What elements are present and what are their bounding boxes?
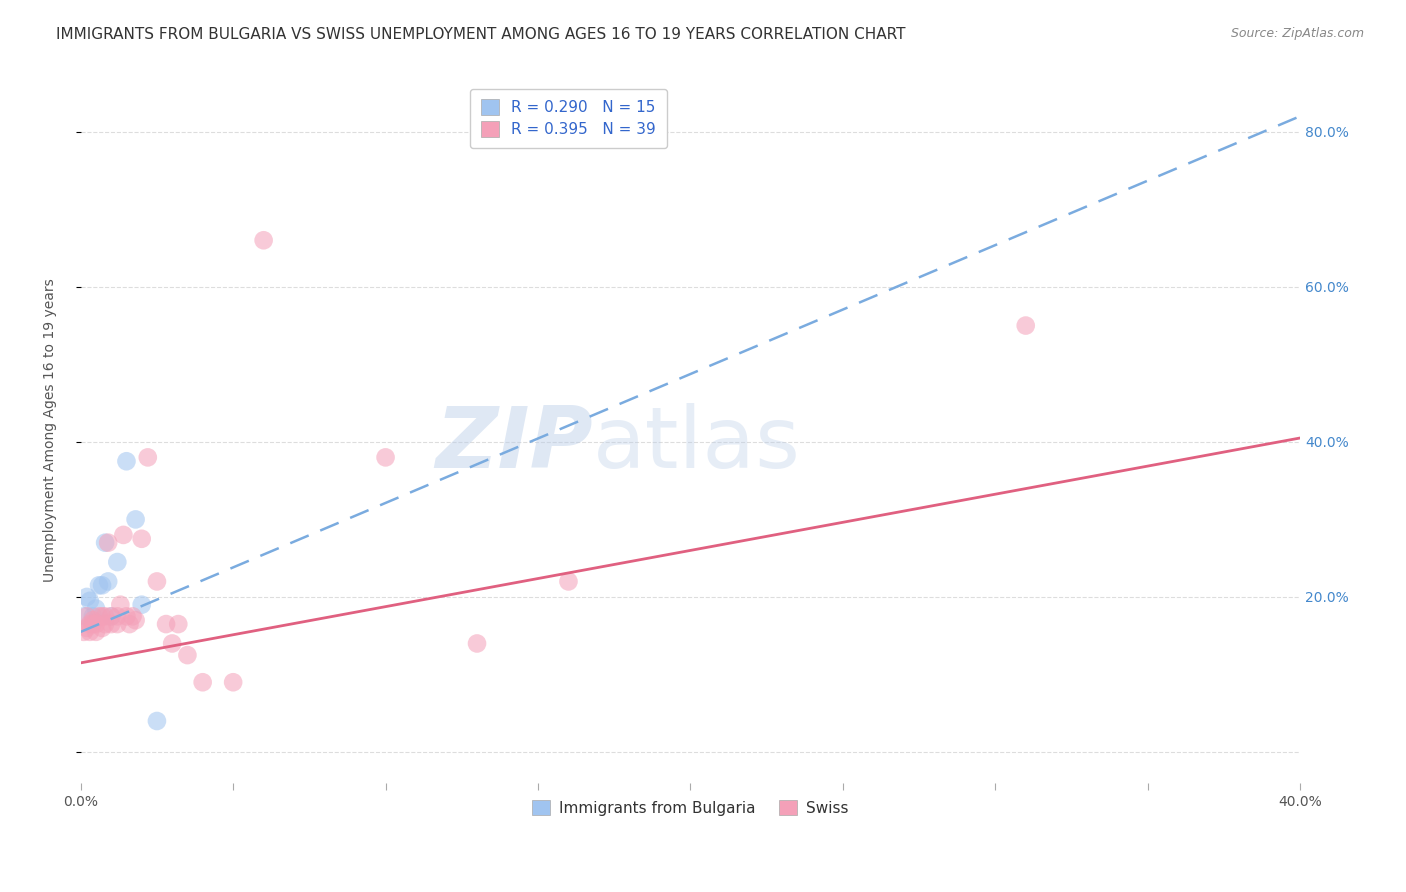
- Point: [155, 617, 177, 632]
- Point: [112, 528, 135, 542]
- Text: Source: ZipAtlas.com: Source: ZipAtlas.com: [1230, 27, 1364, 40]
- Point: [84, 624, 107, 639]
- Point: [253, 233, 276, 247]
- Point: [82, 617, 104, 632]
- Point: [76, 621, 98, 635]
- Point: [124, 613, 146, 627]
- Point: [222, 675, 245, 690]
- Point: [82, 613, 104, 627]
- Point: [118, 617, 141, 632]
- Point: [79, 617, 101, 632]
- Point: [115, 454, 138, 468]
- Point: [94, 609, 117, 624]
- Point: [105, 609, 128, 624]
- Legend: Immigrants from Bulgaria, Swiss: Immigrants from Bulgaria, Swiss: [523, 790, 858, 825]
- Point: [97, 535, 120, 549]
- Point: [73, 624, 96, 639]
- Point: [94, 535, 117, 549]
- Point: [374, 450, 396, 465]
- Point: [136, 450, 159, 465]
- Point: [191, 675, 214, 690]
- Point: [82, 609, 104, 624]
- Point: [73, 609, 96, 624]
- Point: [87, 609, 110, 624]
- Point: [79, 594, 101, 608]
- Point: [100, 609, 122, 624]
- Text: ZIP: ZIP: [436, 403, 593, 486]
- Point: [160, 636, 183, 650]
- Point: [105, 555, 128, 569]
- Point: [131, 532, 153, 546]
- Point: [97, 574, 120, 589]
- Point: [84, 617, 107, 632]
- Point: [115, 609, 138, 624]
- Point: [87, 578, 110, 592]
- Point: [557, 574, 579, 589]
- Text: IMMIGRANTS FROM BULGARIA VS SWISS UNEMPLOYMENT AMONG AGES 16 TO 19 YEARS CORRELA: IMMIGRANTS FROM BULGARIA VS SWISS UNEMPL…: [56, 27, 905, 42]
- Point: [76, 590, 98, 604]
- Point: [76, 609, 98, 624]
- Point: [167, 617, 190, 632]
- Point: [79, 624, 101, 639]
- Point: [146, 714, 169, 728]
- Point: [110, 598, 132, 612]
- Y-axis label: Unemployment Among Ages 16 to 19 years: Unemployment Among Ages 16 to 19 years: [44, 278, 58, 582]
- Point: [84, 601, 107, 615]
- Point: [176, 648, 198, 662]
- Text: atlas: atlas: [593, 403, 801, 486]
- Point: [105, 617, 128, 632]
- Point: [100, 609, 122, 624]
- Point: [131, 598, 153, 612]
- Point: [91, 578, 114, 592]
- Point: [91, 621, 114, 635]
- Point: [465, 636, 488, 650]
- Point: [91, 609, 114, 624]
- Point: [124, 512, 146, 526]
- Point: [1015, 318, 1038, 333]
- Point: [94, 617, 117, 632]
- Point: [146, 574, 169, 589]
- Point: [121, 609, 143, 624]
- Point: [100, 617, 122, 632]
